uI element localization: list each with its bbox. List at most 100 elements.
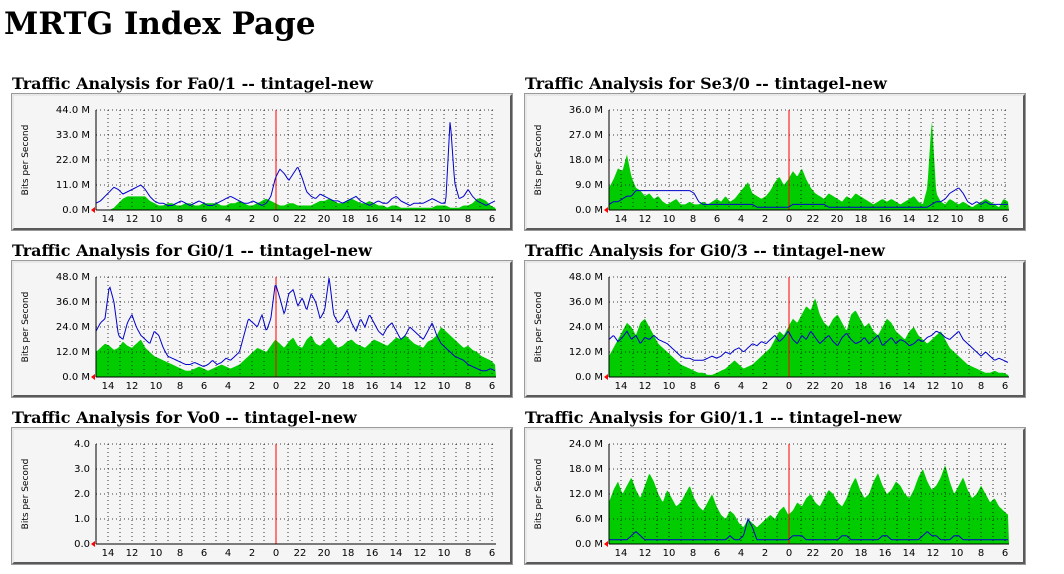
out-traffic-line bbox=[609, 517, 1008, 541]
x-tick-label: 14 bbox=[390, 381, 403, 392]
x-tick-label: 8 bbox=[690, 548, 696, 559]
y-tick-label: 0.0 bbox=[74, 539, 90, 550]
x-tick-label: 10 bbox=[951, 214, 964, 225]
x-tick-label: 6 bbox=[489, 214, 495, 225]
x-tick-label: 18 bbox=[342, 381, 355, 392]
x-tick-label: 14 bbox=[903, 381, 916, 392]
y-tick-label: 18.0 M bbox=[569, 464, 603, 475]
traffic-graph[interactable]: 0.0 M 9.0 M 18.0 M 27.0 M 36.0 M 14 12 10 8 6 4 2 0 2… bbox=[524, 93, 1026, 231]
x-tick-label: 10 bbox=[438, 214, 451, 225]
x-tick-label: 2 bbox=[762, 381, 768, 392]
x-tick-label: 20 bbox=[318, 214, 331, 225]
x-tick-label: 8 bbox=[978, 548, 984, 559]
out-traffic-line bbox=[608, 187, 1008, 208]
x-tick-label: 6 bbox=[201, 381, 207, 392]
y-axis-label: Bits per Second bbox=[21, 292, 31, 363]
x-tick-label: 16 bbox=[879, 548, 892, 559]
y-tick-label: 36.0 M bbox=[56, 297, 90, 308]
x-tick-label: 18 bbox=[342, 214, 355, 225]
traffic-graph-svg: 0.0 M9.0 M18.0 M27.0 M36.0 M14 12 10 8 6 4 2 0 2… bbox=[534, 105, 1009, 225]
x-tick-label: 12 bbox=[639, 381, 652, 392]
y-tick-label: 11.0 M bbox=[56, 180, 90, 191]
x-tick-label: 8 bbox=[177, 381, 183, 392]
page-title: MRTG Index Page bbox=[4, 6, 316, 42]
y-tick-label: 2.0 bbox=[74, 489, 90, 500]
x-tick-label: 22 bbox=[294, 548, 307, 559]
y-tick-label: 36.0 M bbox=[569, 105, 603, 116]
x-tick-label: 20 bbox=[831, 214, 844, 225]
x-tick-label: 8 bbox=[690, 381, 696, 392]
x-tick-label: 6 bbox=[201, 214, 207, 225]
y-axis-label: Bits per Second bbox=[534, 292, 544, 363]
x-tick-label: 2 bbox=[762, 548, 768, 559]
x-tick-label: 8 bbox=[177, 548, 183, 559]
x-tick-label: 10 bbox=[951, 548, 964, 559]
x-tick-label: 0 bbox=[273, 214, 279, 225]
x-tick-label: 8 bbox=[177, 214, 183, 225]
x-tick-label: 14 bbox=[102, 214, 115, 225]
x-tick-label: 14 bbox=[390, 548, 403, 559]
y-axis-label: Bits per Second bbox=[534, 125, 544, 196]
x-tick-label: 12 bbox=[927, 548, 940, 559]
x-tick-label: 8 bbox=[465, 214, 471, 225]
x-tick-label: 20 bbox=[831, 381, 844, 392]
x-tick-label: 0 bbox=[786, 214, 792, 225]
traffic-graph[interactable]: 0.0 M 11.0 M 22.0 M 33.0 M 44.0 M 14 12 10 8 6 4 2 0… bbox=[11, 93, 513, 231]
axis-arrow bbox=[604, 541, 608, 547]
y-tick-label: 27.0 M bbox=[569, 130, 603, 141]
y-tick-label: 6.0 M bbox=[575, 514, 603, 525]
x-tick-label: 8 bbox=[465, 381, 471, 392]
x-tick-label: 16 bbox=[879, 381, 892, 392]
traffic-graph-svg: 0.0 M12.0 M24.0 M36.0 M48.0 M14 12 10 8 6 4 2 0… bbox=[21, 272, 496, 392]
out-traffic-line bbox=[608, 330, 1009, 363]
traffic-graph-svg: 0.0 M12.0 M24.0 M36.0 M48.0 M14 12 10 8 6 4 2 0… bbox=[534, 272, 1009, 392]
x-tick-label: 10 bbox=[951, 381, 964, 392]
x-tick-label: 6 bbox=[201, 548, 207, 559]
y-tick-label: 3.0 bbox=[74, 464, 90, 475]
x-tick-label: 8 bbox=[690, 214, 696, 225]
x-tick-label: 18 bbox=[855, 381, 868, 392]
x-tick-label: 14 bbox=[615, 381, 628, 392]
axis-arrow bbox=[604, 207, 608, 213]
x-tick-label: 20 bbox=[318, 548, 331, 559]
x-tick-label: 12 bbox=[639, 548, 652, 559]
x-tick-label: 10 bbox=[438, 548, 451, 559]
x-tick-label: 16 bbox=[366, 548, 379, 559]
x-tick-label: 16 bbox=[879, 214, 892, 225]
y-axis-label: Bits per Second bbox=[21, 459, 31, 530]
x-tick-label: 10 bbox=[663, 381, 676, 392]
panel-title: Traffic Analysis for Se3/0 -- tintagel-n… bbox=[525, 74, 887, 93]
x-tick-label: 10 bbox=[150, 548, 163, 559]
y-tick-label: 12.0 M bbox=[56, 347, 90, 358]
y-tick-label: 48.0 M bbox=[56, 272, 90, 283]
x-tick-label: 4 bbox=[225, 214, 231, 225]
x-tick-label: 4 bbox=[738, 381, 744, 392]
x-tick-label: 6 bbox=[1002, 548, 1008, 559]
axis-arrow bbox=[91, 541, 95, 547]
panel-title: Traffic Analysis for Gi0/1 -- tintagel-n… bbox=[12, 241, 372, 260]
traffic-graph[interactable]: 0.0 1.0 2.0 3.0 4.0 14 12 10 8 6 4 2 0 22 20 18 16 14 12 10… bbox=[11, 427, 513, 565]
x-tick-label: 16 bbox=[366, 381, 379, 392]
x-tick-label: 0 bbox=[273, 381, 279, 392]
traffic-graph[interactable]: 0.0 M 12.0 M 24.0 M 36.0 M 48.0 M 14 12 10 8 6 4 2 0… bbox=[11, 260, 513, 398]
x-tick-label: 14 bbox=[903, 548, 916, 559]
x-tick-label: 20 bbox=[831, 548, 844, 559]
y-axis-label: Bits per Second bbox=[534, 459, 544, 530]
axis-arrow bbox=[91, 374, 95, 380]
x-tick-label: 18 bbox=[342, 548, 355, 559]
x-tick-label: 14 bbox=[102, 381, 115, 392]
y-tick-label: 0.0 M bbox=[62, 205, 90, 216]
y-tick-label: 24.0 M bbox=[569, 322, 603, 333]
x-tick-label: 18 bbox=[855, 548, 868, 559]
x-tick-label: 18 bbox=[855, 214, 868, 225]
y-tick-label: 48.0 M bbox=[569, 272, 603, 283]
x-tick-label: 4 bbox=[225, 381, 231, 392]
panel-title: Traffic Analysis for Gi0/3 -- tintagel-n… bbox=[525, 241, 885, 260]
x-tick-label: 10 bbox=[438, 381, 451, 392]
y-tick-label: 0.0 M bbox=[575, 539, 603, 550]
x-tick-label: 12 bbox=[414, 381, 427, 392]
traffic-graph[interactable]: 0.0 M 6.0 M 12.0 M 18.0 M 24.0 M 14 12 10 8 6 4 2 0 2… bbox=[524, 427, 1026, 565]
x-tick-label: 12 bbox=[639, 214, 652, 225]
x-tick-label: 4 bbox=[225, 548, 231, 559]
traffic-graph[interactable]: 0.0 M 12.0 M 24.0 M 36.0 M 48.0 M 14 12 10 8 6 4 2 0… bbox=[524, 260, 1026, 398]
